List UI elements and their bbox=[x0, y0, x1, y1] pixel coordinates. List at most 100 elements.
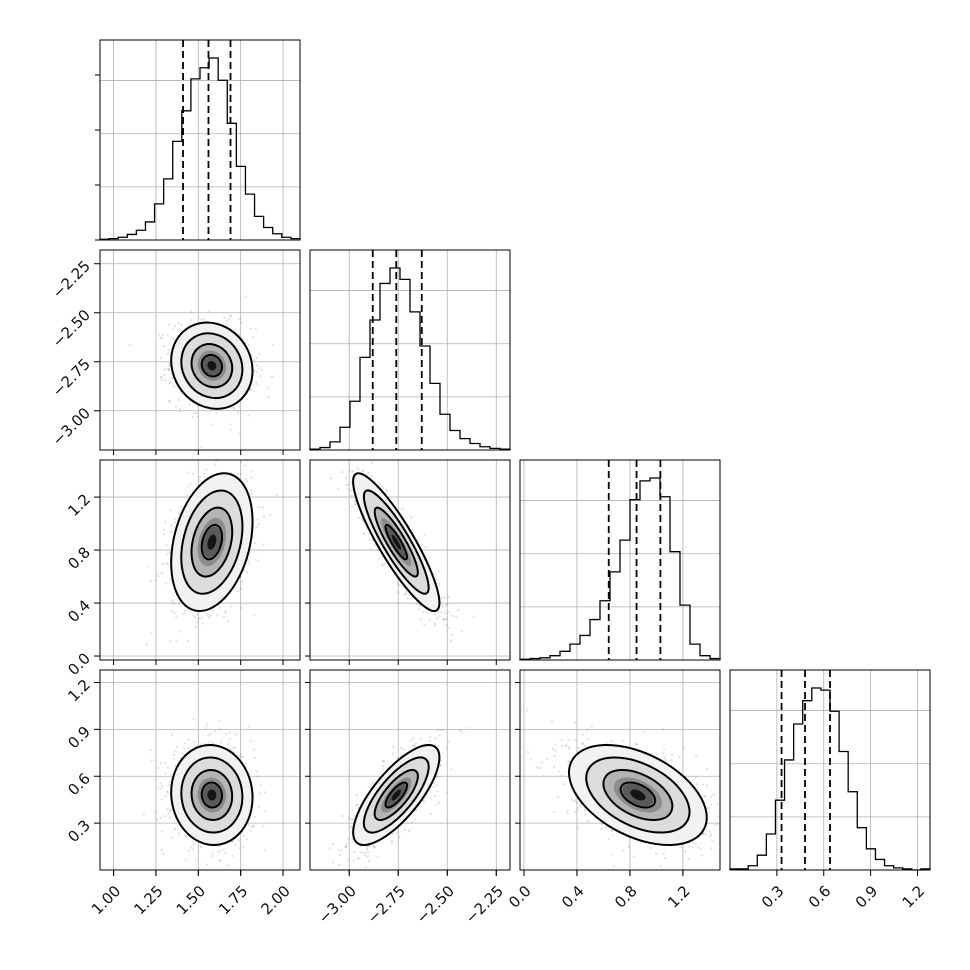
sample-point bbox=[240, 587, 243, 591]
sample-point bbox=[263, 810, 266, 813]
sample-point bbox=[186, 485, 189, 488]
sample-point bbox=[348, 469, 351, 472]
sample-point bbox=[192, 843, 195, 846]
panel-frame bbox=[729, 669, 931, 871]
sample-point bbox=[356, 466, 359, 469]
sample-point bbox=[168, 400, 171, 403]
sample-point bbox=[353, 850, 356, 853]
sample-point bbox=[354, 502, 357, 505]
sample-point bbox=[338, 864, 341, 867]
sample-point bbox=[566, 812, 569, 815]
sample-point bbox=[160, 379, 164, 382]
sample-point bbox=[402, 748, 405, 751]
sample-point bbox=[553, 811, 556, 814]
sample-point bbox=[434, 794, 437, 797]
sample-point bbox=[230, 406, 233, 409]
contour-line bbox=[200, 781, 224, 809]
density-fill bbox=[391, 534, 402, 550]
sample-point bbox=[438, 801, 441, 804]
sample-point bbox=[226, 864, 229, 867]
density-fill bbox=[207, 789, 217, 801]
sample-point bbox=[249, 489, 253, 492]
sample-point bbox=[337, 848, 340, 851]
sample-point bbox=[347, 488, 350, 491]
sample-point bbox=[145, 643, 148, 646]
sample-point bbox=[161, 830, 164, 833]
sample-point bbox=[369, 547, 372, 551]
sample-point bbox=[568, 746, 571, 749]
sample-point bbox=[171, 733, 174, 736]
sample-point bbox=[168, 809, 171, 812]
sample-point bbox=[438, 584, 441, 587]
sample-point bbox=[150, 759, 153, 762]
sample-point bbox=[356, 857, 359, 860]
sample-point bbox=[247, 344, 250, 347]
sample-point bbox=[166, 562, 169, 566]
sample-point bbox=[694, 842, 697, 845]
sample-point bbox=[172, 385, 175, 388]
sample-point bbox=[424, 546, 427, 549]
sample-point bbox=[441, 605, 444, 608]
sample-point bbox=[436, 803, 439, 806]
sample-point bbox=[351, 451, 353, 453]
sample-point bbox=[359, 851, 362, 854]
sample-point bbox=[200, 445, 203, 449]
sample-point bbox=[709, 803, 713, 807]
sample-point bbox=[158, 333, 161, 336]
sample-point bbox=[433, 781, 436, 784]
sample-point bbox=[156, 818, 159, 822]
sample-point bbox=[267, 396, 270, 399]
sample-point bbox=[252, 824, 255, 828]
sample-point bbox=[210, 423, 214, 426]
sample-point bbox=[205, 723, 209, 726]
sample-point bbox=[574, 721, 577, 724]
sample-point bbox=[351, 818, 354, 821]
sample-point bbox=[191, 840, 195, 844]
sample-point bbox=[199, 743, 202, 746]
sample-point bbox=[381, 765, 384, 768]
sample-point bbox=[217, 850, 220, 854]
sample-point bbox=[161, 562, 164, 566]
sample-point bbox=[385, 488, 388, 491]
sample-point bbox=[378, 557, 381, 561]
sample-point bbox=[249, 740, 252, 743]
sample-point bbox=[246, 571, 249, 574]
sample-point bbox=[203, 472, 206, 475]
sample-point bbox=[250, 327, 253, 331]
sample-point bbox=[257, 775, 260, 778]
sample-point bbox=[178, 410, 182, 413]
sample-point bbox=[449, 639, 453, 642]
sample-point bbox=[174, 405, 177, 408]
sample-point bbox=[208, 616, 211, 619]
sample-point bbox=[567, 760, 570, 763]
sample-point bbox=[445, 623, 448, 627]
sample-point bbox=[664, 758, 667, 762]
sample-point bbox=[353, 814, 357, 817]
sample-point bbox=[340, 471, 343, 474]
sample-point bbox=[241, 444, 243, 446]
sample-point bbox=[332, 843, 335, 846]
sample-point bbox=[353, 500, 356, 503]
sample-point bbox=[211, 609, 214, 612]
contour-line bbox=[200, 523, 224, 561]
panel-frame bbox=[309, 459, 511, 661]
histogram-panel-3 bbox=[729, 669, 931, 871]
sample-point bbox=[224, 610, 227, 613]
sample-point bbox=[450, 768, 453, 771]
sample-point bbox=[253, 358, 256, 361]
sample-point bbox=[432, 785, 435, 789]
sample-point bbox=[244, 464, 247, 467]
sample-point bbox=[178, 602, 181, 605]
sample-point bbox=[170, 836, 173, 839]
sample-point bbox=[128, 344, 131, 347]
sample-point bbox=[460, 730, 464, 734]
sample-point bbox=[247, 414, 250, 417]
sample-point bbox=[205, 468, 208, 471]
sample-point bbox=[157, 575, 160, 578]
panel-frame bbox=[99, 669, 301, 871]
sample-point bbox=[168, 382, 171, 385]
sample-point bbox=[347, 816, 351, 819]
sample-point bbox=[442, 617, 445, 621]
sample-point bbox=[331, 861, 334, 864]
sample-point bbox=[149, 580, 152, 583]
